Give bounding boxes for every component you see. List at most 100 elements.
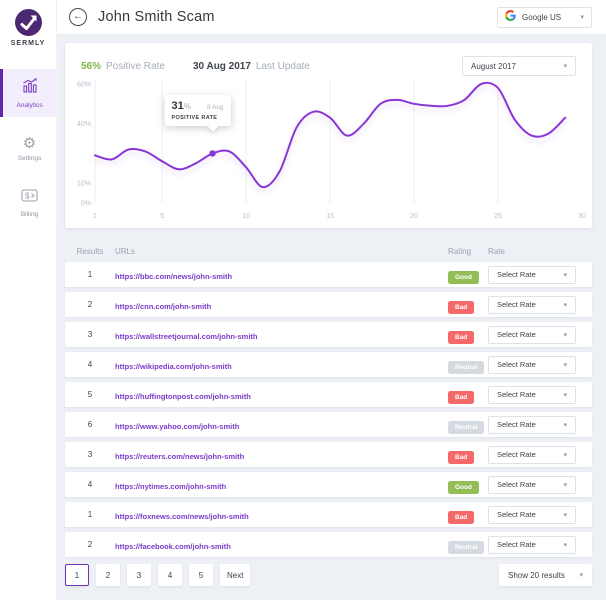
result-number: 4 — [87, 360, 93, 369]
rate-select[interactable]: Select Rate ▾ — [488, 415, 576, 434]
positive-rate-value: 56% — [81, 60, 102, 72]
app-name: SERMLY — [10, 40, 46, 47]
chevron-down-icon: ▾ — [563, 63, 567, 70]
rate-select[interactable]: Select Rate ▾ — [488, 445, 576, 464]
page-button-3[interactable]: 3 — [127, 564, 151, 586]
rate-select[interactable]: Select Rate ▾ — [488, 265, 576, 284]
rate-select[interactable]: Select Rate ▾ — [488, 355, 576, 374]
result-url-link[interactable]: https://nytimes.com/john-smith — [115, 481, 227, 491]
show-results-select[interactable]: Show 20 results ▾ — [499, 564, 592, 586]
rate-select-label: Select Rate — [497, 300, 536, 309]
month-select[interactable]: August 2017 ▾ — [462, 56, 576, 76]
svg-text:10%: 10% — [77, 181, 91, 188]
rate-select-label: Select Rate — [497, 480, 536, 489]
rate-select-label: Select Rate — [497, 450, 536, 459]
sidebar-item-label: Settings — [17, 155, 42, 162]
top-header: ← John Smith Scam Google US ▾ — [57, 0, 606, 35]
positive-rate-label: Positive Rate — [106, 60, 165, 72]
svg-text:0%: 0% — [81, 201, 91, 208]
show-results-value: Show 20 results — [508, 570, 565, 580]
table-row: 1 https://foxnews.com/news/john-smith Ba… — [65, 502, 592, 527]
page-button-2[interactable]: 2 — [96, 564, 120, 586]
back-button[interactable]: ← — [69, 8, 87, 26]
chevron-down-icon: ▾ — [563, 301, 567, 309]
svg-text:60%: 60% — [77, 82, 91, 89]
page-button-4[interactable]: 4 — [158, 564, 182, 586]
table-footer: 1 2 3 4 5 Next Show 20 results ▾ — [65, 564, 592, 586]
chevron-down-icon: ▾ — [563, 421, 567, 429]
rating-badge: Good — [448, 480, 479, 494]
chevron-down-icon: ▾ — [563, 451, 567, 459]
month-select-value: August 2017 — [471, 61, 516, 71]
line-chart: 0% 10% 40% 60% 1 5 10 15 20 25 30 31 % 8 Aug POSIT… — [65, 78, 592, 228]
chevron-down-icon: ▾ — [580, 14, 584, 21]
table-row: 2 https://facebook.com/john-smith Neutra… — [65, 532, 592, 557]
page-button-1[interactable]: 1 — [65, 564, 89, 586]
sidebar-item-label: Analytics — [16, 102, 43, 109]
column-header-results: Results — [76, 247, 104, 256]
results-table-body: 1 https://bbc.com/news/john-smith Good S… — [65, 262, 592, 557]
sidebar-nav: Analytics ⚙ Settings $ Billing — [0, 69, 56, 236]
rate-select[interactable]: Select Rate ▾ — [488, 535, 576, 554]
rating-badge: Bad — [448, 510, 475, 524]
svg-text:1: 1 — [93, 213, 97, 220]
app-logo: SERMLY — [11, 0, 46, 57]
result-number: 2 — [87, 540, 93, 549]
search-engine-select[interactable]: Google US ▾ — [497, 6, 592, 28]
result-url-link[interactable]: https://www.yahoo.com/john-smith — [115, 421, 240, 431]
result-url-link[interactable]: https://wikipedia.com/john-smith — [115, 361, 232, 371]
tooltip-value: 31 — [171, 100, 184, 113]
table-row: 5 https://huffingtonpost.com/john-smith … — [65, 382, 592, 407]
result-number: 3 — [87, 450, 93, 459]
rate-select-label: Select Rate — [497, 270, 536, 279]
rating-badge: Good — [448, 270, 479, 284]
result-url-link[interactable]: https://foxnews.com/news/john-smith — [115, 511, 249, 521]
last-update-label: Last Update — [255, 60, 310, 72]
google-icon — [505, 8, 516, 26]
rating-badge: Bad — [448, 450, 475, 464]
content: 56% Positive Rate 30 Aug 2017 Last Updat… — [57, 35, 606, 586]
chart-tooltip: 31 % 8 Aug POSITIVE RATE — [164, 95, 231, 127]
table-row: 6 https://www.yahoo.com/john-smith Neutr… — [65, 412, 592, 437]
table-row: 4 https://wikipedia.com/john-smith Neutr… — [65, 352, 592, 377]
page-button-5[interactable]: 5 — [189, 564, 213, 586]
rating-badge: Bad — [448, 330, 475, 344]
rate-select[interactable]: Select Rate ▾ — [488, 295, 576, 314]
analytics-chart-card: 56% Positive Rate 30 Aug 2017 Last Updat… — [65, 43, 592, 228]
column-header-rating: Rating — [448, 247, 472, 256]
next-page-button[interactable]: Next — [220, 564, 251, 586]
stats-row: 56% Positive Rate 30 Aug 2017 Last Updat… — [65, 43, 592, 76]
results-table-header: Results URLs Rating Rate — [65, 242, 592, 260]
rate-select[interactable]: Select Rate ▾ — [488, 385, 576, 404]
result-number: 3 — [87, 330, 93, 339]
chevron-down-icon: ▾ — [563, 481, 567, 489]
result-url-link[interactable]: https://cnn.com/john-smith — [115, 301, 212, 311]
svg-text:40%: 40% — [77, 121, 91, 128]
rate-select[interactable]: Select Rate ▾ — [488, 505, 576, 524]
sidebar-item-billing[interactable]: $ Billing — [0, 180, 56, 226]
sidebar-item-label: Billing — [20, 211, 39, 218]
table-row: 3 https://reuters.com/news/john-smith Ba… — [65, 442, 592, 467]
rating-badge: Neutral — [448, 420, 485, 434]
arrow-left-icon: ← — [73, 11, 83, 22]
result-url-link[interactable]: https://huffingtonpost.com/john-smith — [115, 391, 251, 401]
bar-chart-icon — [22, 78, 38, 98]
result-number: 2 — [87, 300, 93, 309]
column-header-urls: URLs — [115, 247, 136, 256]
chevron-down-icon: ▾ — [563, 271, 567, 279]
result-url-link[interactable]: https://wallstreetjournal.com/john-smith — [115, 331, 258, 341]
sidebar-item-analytics[interactable]: Analytics — [0, 69, 56, 117]
gear-icon: ⚙ — [22, 135, 37, 152]
main-area: ← John Smith Scam Google US ▾ 56% Positi… — [57, 0, 606, 600]
result-url-link[interactable]: https://reuters.com/news/john-smith — [115, 451, 245, 461]
rate-select[interactable]: Select Rate ▾ — [488, 475, 576, 494]
chevron-down-icon: ▾ — [563, 391, 567, 399]
sidebar-item-settings[interactable]: ⚙ Settings — [0, 127, 56, 170]
rate-select[interactable]: Select Rate ▾ — [488, 325, 576, 344]
chevron-down-icon: ▾ — [563, 541, 567, 549]
table-row: 4 https://nytimes.com/john-smith Good Se… — [65, 472, 592, 497]
chevron-down-icon: ▾ — [563, 331, 567, 339]
result-url-link[interactable]: https://facebook.com/john-smith — [115, 541, 231, 551]
result-url-link[interactable]: https://bbc.com/news/john-smith — [115, 271, 233, 281]
svg-text:$: $ — [25, 192, 30, 201]
